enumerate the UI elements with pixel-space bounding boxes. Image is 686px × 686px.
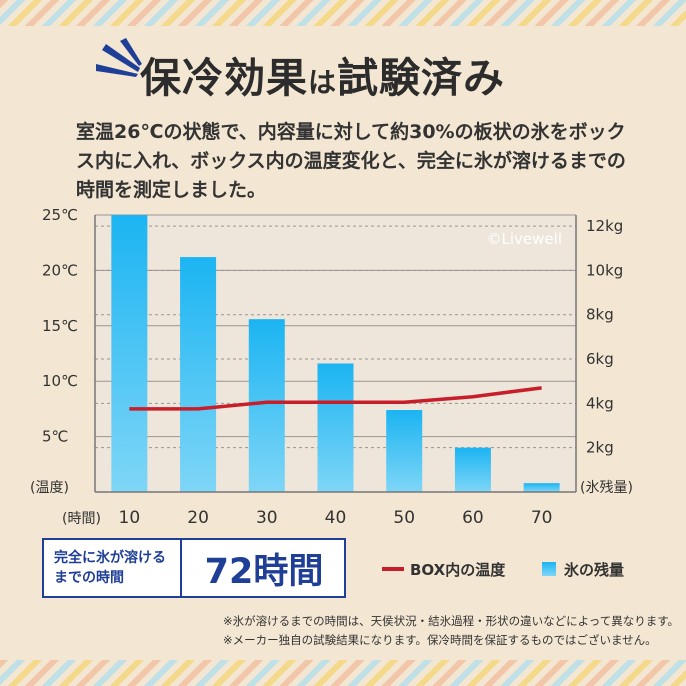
- x-tick-label: 20: [187, 508, 209, 525]
- axis-layer: 5℃ 10℃ 15℃ 20℃ 25℃ 2kg 4kg 6kg 8kg 10kg 12kg 10 20 30…: [30, 206, 633, 525]
- emphasis-burst-icon: [96, 38, 142, 77]
- bar-ice-remaining: [454, 447, 491, 492]
- bar-layer: [111, 215, 560, 492]
- left-tick-label: 15℃: [42, 317, 78, 335]
- footnote: ※氷が溶けるまでの時間は、天侯状況・結氷過程・形状の違いなどによって異なります。: [223, 614, 680, 628]
- right-tick-label: 12kg: [586, 217, 623, 235]
- left-tick-label: 5℃: [42, 428, 68, 446]
- right-tick-label: 10kg: [586, 261, 623, 279]
- x-tick-label: 40: [325, 508, 347, 525]
- decorative-stripe-top: [0, 0, 686, 26]
- right-tick-label: 4kg: [586, 394, 614, 412]
- bar-ice-remaining: [523, 483, 560, 492]
- left-tick-label: 10℃: [42, 372, 78, 390]
- left-axis-title: (温度): [30, 480, 69, 496]
- watermark-text: ©Livewell: [487, 230, 562, 248]
- x-tick-label: 30: [256, 508, 278, 525]
- x-axis-title: (時間): [62, 511, 101, 525]
- x-tick-label: 70: [531, 508, 553, 525]
- line-layer: [129, 386, 542, 411]
- x-tick-label: 50: [393, 508, 415, 525]
- legend-item-temperature: BOX内の温度: [382, 556, 505, 582]
- title-particle: は: [308, 66, 338, 99]
- bar-ice-remaining: [180, 257, 217, 492]
- bar-ice-remaining: [386, 410, 423, 492]
- right-tick-label: 2kg: [586, 439, 614, 457]
- legend-label-ice: 氷の残量: [564, 560, 625, 579]
- bar-ice-remaining: [317, 363, 354, 492]
- melt-time-value: 72時間: [204, 551, 324, 592]
- x-tick-label: 10: [119, 508, 141, 525]
- right-axis-title: (氷残量): [580, 480, 633, 496]
- melt-time-box: 完全に氷が溶けるまでの時間 72時間: [42, 538, 346, 598]
- legend-label-temperature: BOX内の温度: [410, 560, 506, 579]
- melt-time-label: 完全に氷が溶けるまでの時間: [44, 540, 182, 596]
- right-tick-label: 8kg: [586, 306, 614, 324]
- title-main: 保冷効果: [140, 54, 308, 102]
- x-tick-label: 60: [462, 508, 484, 525]
- grid-layer: [95, 214, 576, 492]
- description-text: 室温26℃の状態で、内容量に対して約30%の板状の氷をボックス内に入れ、ボックス…: [76, 121, 626, 201]
- right-tick-label: 6kg: [586, 350, 614, 368]
- footnotes: ※氷が溶けるまでの時間は、天侯状況・結氷過程・形状の違いなどによって異なります。…: [223, 612, 680, 650]
- bar-ice-remaining: [111, 215, 148, 492]
- page-title: 保冷効果は試験済み: [140, 44, 590, 104]
- temperature-line: [129, 386, 542, 411]
- legend-swatch-line: [382, 567, 404, 571]
- footnote: ※メーカー独自の試験結果になります。保冷時間を保証するものではございません。: [223, 633, 657, 647]
- legend-swatch-bar: [542, 562, 556, 576]
- left-tick-label: 25℃: [42, 206, 78, 224]
- legend-item-ice: 氷の残量: [542, 556, 624, 582]
- title-rest: 試験済み: [337, 54, 506, 102]
- left-tick-label: 20℃: [42, 261, 78, 279]
- bar-ice-remaining: [248, 319, 285, 492]
- chart: 5℃ 10℃ 15℃ 20℃ 25℃ 2kg 4kg 6kg 8kg 10kg 12kg 10 20 30…: [30, 206, 633, 525]
- decorative-stripe-bottom: [0, 660, 686, 686]
